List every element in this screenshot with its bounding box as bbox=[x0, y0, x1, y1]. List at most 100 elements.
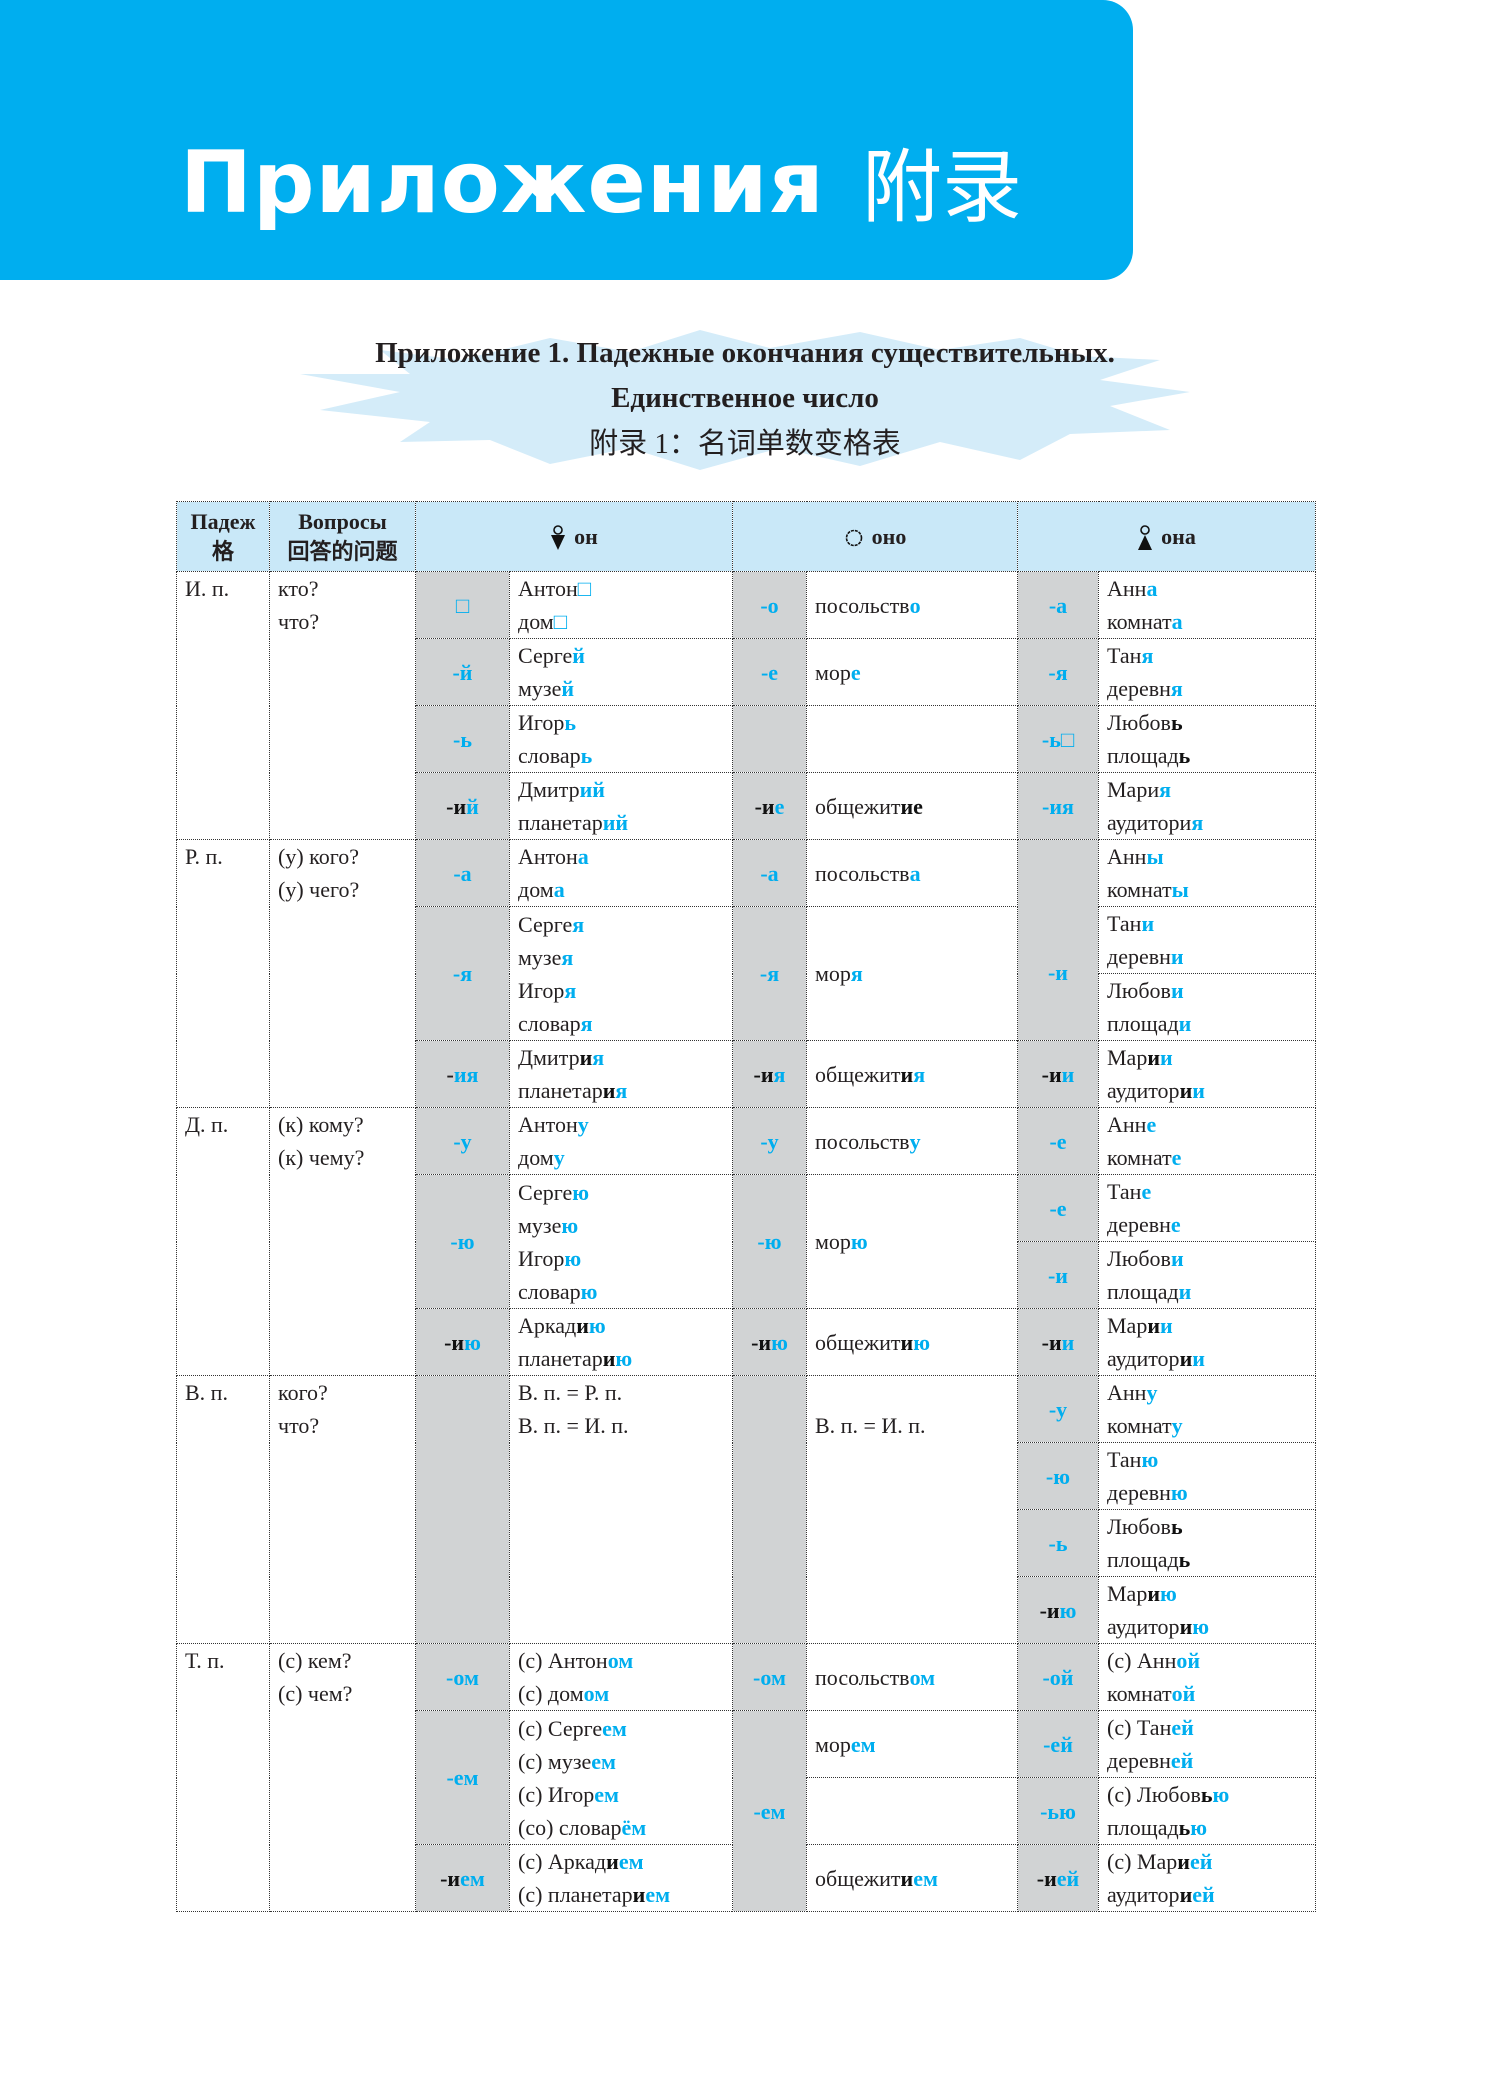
stem-highlight: ь bbox=[1170, 1514, 1183, 1539]
question: (у) кого? bbox=[278, 844, 359, 869]
examples: (с) Марией аудиторией bbox=[1098, 1844, 1316, 1912]
case-questions: кто? что? bbox=[269, 571, 416, 840]
header-questions: Вопросы 回答的问题 bbox=[269, 501, 416, 572]
ending-highlight: ей bbox=[1189, 1849, 1213, 1874]
ending: -ией bbox=[1017, 1844, 1099, 1912]
ending-highlight: е bbox=[850, 659, 861, 685]
ending-highlight: я bbox=[913, 1061, 926, 1087]
word: Анны bbox=[1107, 844, 1164, 869]
word: аудитория bbox=[1107, 810, 1204, 835]
ending-highlight: я bbox=[773, 1061, 786, 1087]
ending-highlight: -ь bbox=[1048, 1530, 1068, 1556]
ending-highlight: и bbox=[1170, 1246, 1184, 1271]
examples: общежитие bbox=[806, 772, 1018, 840]
stem-highlight: и bbox=[602, 1346, 616, 1371]
header-case-label-cn: 格 bbox=[211, 538, 234, 564]
examples: общежитием bbox=[806, 1844, 1018, 1912]
examples: общежитию bbox=[806, 1308, 1018, 1376]
ending bbox=[732, 1375, 807, 1644]
ending-highlight: -у bbox=[760, 1128, 779, 1154]
ending: -ью bbox=[1017, 1777, 1099, 1845]
stem-highlight: и bbox=[1179, 1882, 1193, 1907]
ending-highlight: и bbox=[1178, 1279, 1192, 1304]
examples: посольства bbox=[806, 839, 1018, 907]
ending-highlight: ю bbox=[615, 1346, 633, 1371]
examples: Сергея музея Игоря словаря bbox=[509, 906, 733, 1041]
ending-highlight: а bbox=[1171, 609, 1183, 634]
ending-highlight: □ bbox=[455, 592, 470, 618]
word: (с) Сергеем bbox=[518, 1715, 627, 1741]
word: (со) словарём bbox=[518, 1814, 647, 1840]
word: деревня bbox=[1107, 676, 1183, 701]
word: Игорю bbox=[518, 1245, 582, 1271]
table-row: -ию Марию аудиторию bbox=[177, 1576, 1316, 1644]
ending: -ий bbox=[415, 772, 510, 840]
question: (у) чего? bbox=[278, 877, 360, 902]
word: комнатой bbox=[1107, 1681, 1196, 1706]
ending-highlight: ой bbox=[1171, 1681, 1196, 1706]
word: (с) Марией bbox=[1107, 1849, 1213, 1874]
question: что? bbox=[278, 1413, 320, 1438]
ending-highlight: а bbox=[577, 844, 589, 869]
ending: -у bbox=[415, 1107, 510, 1175]
chapter-banner: Приложения 附录 bbox=[0, 0, 1133, 280]
ending-highlight: ем bbox=[460, 1865, 485, 1891]
ending: -ии bbox=[1017, 1040, 1099, 1108]
ending-highlight: -ем bbox=[446, 1765, 479, 1790]
ending: -ь bbox=[1017, 1509, 1099, 1577]
word: Марию bbox=[1107, 1581, 1177, 1606]
ending: -ию bbox=[732, 1308, 807, 1376]
ending: -и bbox=[1017, 839, 1099, 1041]
word: Сергей bbox=[518, 643, 585, 668]
examples: Любовь площадь bbox=[1098, 705, 1316, 773]
ending-highlight: я bbox=[592, 1045, 605, 1070]
examples: В. п. = Р. п. В. п. = И. п. bbox=[509, 1375, 733, 1644]
ending-highlight: -й bbox=[452, 659, 473, 685]
ending-highlight: я bbox=[615, 1078, 628, 1103]
female-icon bbox=[1138, 525, 1153, 551]
appendix-heading-cn: 附录 1：名词单数变格表 bbox=[589, 428, 901, 460]
ending-highlight: е bbox=[1171, 1145, 1182, 1170]
header-neuter: оно bbox=[732, 501, 1018, 572]
ending-highlight: й bbox=[561, 676, 575, 701]
table-row: Р. п. (у) кого? (у) чего? -а Антона дома -… bbox=[176, 839, 1316, 1108]
examples bbox=[806, 1777, 1018, 1845]
ending-highlight: ю bbox=[588, 1313, 606, 1338]
ending-highlight: у bbox=[1171, 1413, 1183, 1438]
ending-highlight: ю bbox=[1141, 1447, 1159, 1472]
word: дом□ bbox=[518, 609, 567, 634]
word: (с) Аркадием bbox=[518, 1849, 644, 1874]
word: Антону bbox=[518, 1112, 589, 1137]
appendix-heading: Приложение 1. Падежные окончания существ… bbox=[375, 337, 1115, 369]
word: Марии bbox=[1107, 1045, 1173, 1070]
examples: Марию аудиторию bbox=[1098, 1576, 1316, 1644]
examples: море bbox=[806, 638, 1018, 706]
ending bbox=[415, 1375, 510, 1644]
ending: -а bbox=[1017, 571, 1099, 639]
ending-highlight: ой bbox=[1176, 1648, 1201, 1673]
word: дома bbox=[518, 877, 565, 902]
ending-highlight: -я bbox=[759, 961, 780, 986]
word: Игорь bbox=[518, 710, 577, 735]
ending: -у bbox=[732, 1107, 807, 1175]
word: (с) Игорем bbox=[518, 1781, 620, 1807]
ending: -ю bbox=[1017, 1442, 1099, 1510]
stem-highlight: -и bbox=[1039, 1597, 1060, 1623]
word: словарь bbox=[518, 743, 593, 768]
table-row: -ием (с) Аркадием (с) планетарием общежит… bbox=[177, 1844, 1316, 1912]
word: общежитие bbox=[815, 793, 923, 819]
ending-highlight: ем bbox=[591, 1748, 617, 1774]
ending-highlight: у bbox=[553, 1145, 565, 1170]
stem-highlight: и bbox=[579, 1045, 593, 1070]
word: комнате bbox=[1107, 1145, 1182, 1170]
table-row: -ью (с) Любовью площадью bbox=[177, 1777, 1316, 1845]
examples: Дмитрия планетария bbox=[509, 1040, 733, 1108]
question: (с) чем? bbox=[278, 1681, 353, 1706]
examples: моря bbox=[806, 906, 1018, 1041]
header-it-label: оно bbox=[871, 523, 907, 549]
examples: Антона дома bbox=[509, 839, 733, 907]
chapter-title: Приложения bbox=[180, 133, 825, 233]
ending-highlight: ю bbox=[561, 1212, 579, 1238]
ending: -я bbox=[1017, 638, 1099, 706]
question: (с) кем? bbox=[278, 1648, 352, 1673]
